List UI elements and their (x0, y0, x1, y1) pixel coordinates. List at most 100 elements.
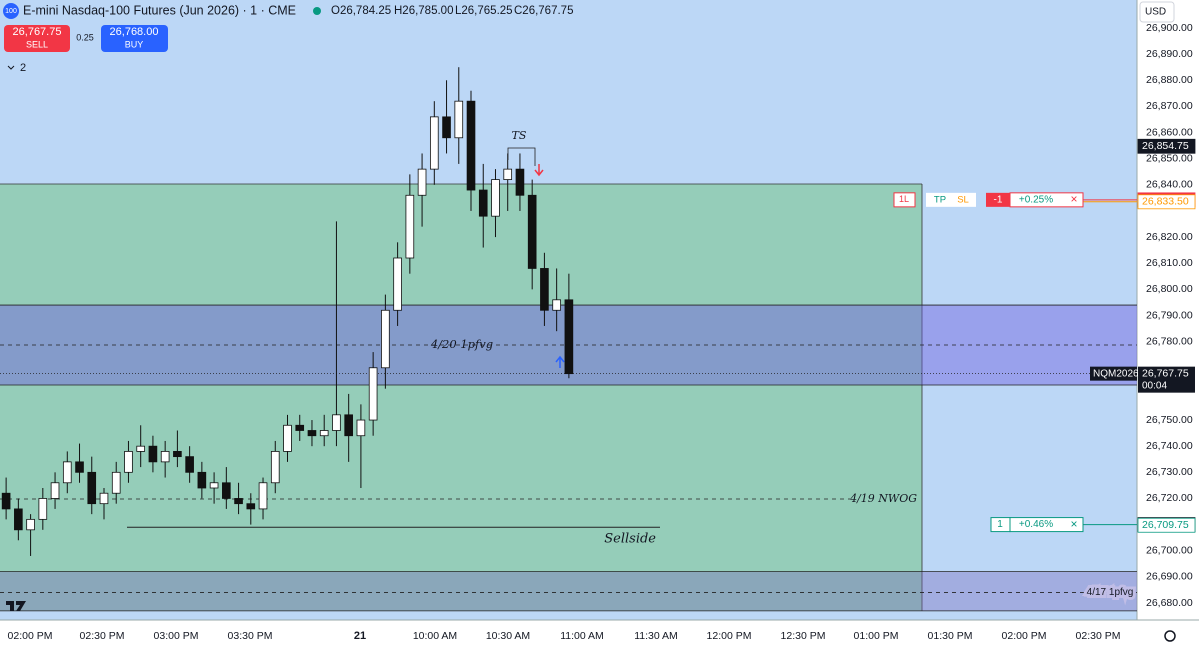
candle-body (246, 503, 256, 510)
candle-body (62, 461, 72, 484)
countdown: 00:04 (1142, 380, 1167, 391)
y-tick-label: 26,780.00 (1146, 335, 1193, 347)
price-label: 26,709.75 (1142, 519, 1189, 531)
candle-body (234, 498, 243, 505)
y-tick-label: 26,900.00 (1146, 22, 1193, 34)
x-tick-label: 02:00 PM (8, 630, 53, 642)
order-tag[interactable] (893, 192, 916, 208)
currency: USD (1145, 7, 1166, 18)
y-tick-label: 26,690.00 (1146, 571, 1193, 583)
buy-price: 26,768.00 (110, 26, 159, 38)
tp-sl-box[interactable] (926, 192, 976, 207)
sell-price: 26,767.75 (13, 26, 62, 38)
collapse-icon[interactable] (7, 65, 15, 70)
order-pnl-box[interactable] (1009, 517, 1084, 533)
order-tag-text: 1L (899, 194, 909, 204)
y-tick-label: 26,840.00 (1146, 179, 1193, 191)
price-label: 26,854.75 (1142, 140, 1189, 152)
candle-body (222, 482, 231, 499)
ohlc-high: H26,785.00 (394, 5, 453, 17)
candle-body (515, 168, 525, 196)
x-tick-label: 12:30 PM (781, 630, 826, 642)
candle-body (344, 414, 353, 437)
candle-body (417, 168, 427, 196)
price-label-box (1137, 194, 1196, 210)
spread: 0.25 (76, 32, 94, 42)
x-tick-label: 11:30 AM (634, 630, 678, 642)
price-label: 26,833.50 (1142, 196, 1189, 208)
indicator-count[interactable]: 2 (20, 62, 26, 74)
buy-button[interactable] (101, 25, 168, 52)
order-qty: -1 (994, 194, 1003, 205)
sell-label: SELL (26, 39, 48, 49)
y-tick-label: 26,860.00 (1146, 126, 1193, 138)
candle-body (442, 116, 451, 139)
last-price: 26,767.75 (1142, 367, 1189, 379)
sell-button[interactable] (4, 25, 70, 52)
candle-body (381, 309, 390, 369)
currency-button[interactable] (1139, 1, 1175, 23)
x-tick-label: 01:30 PM (928, 630, 973, 642)
candle-body (527, 194, 537, 269)
x-tick-label: 02:00 PM (1002, 630, 1047, 642)
zone-label: 4/20 1pfvg (430, 337, 493, 351)
order-pnl: +0.25% (1019, 194, 1053, 205)
ohlc-low: L26,765.25 (455, 5, 513, 17)
candle-body (552, 299, 561, 311)
fvg-zone (0, 571, 1137, 611)
y-tick-label: 26,880.00 (1146, 74, 1193, 86)
candle-body (405, 194, 415, 259)
candle-body (564, 299, 574, 375)
candle-body (148, 445, 158, 463)
ts-label: TS (512, 129, 527, 142)
candle-body (38, 498, 48, 520)
candle-body (209, 482, 219, 489)
candle-body (454, 100, 464, 139)
sell-arrow (534, 164, 544, 177)
candle-body (478, 189, 488, 217)
x-tick-label: 21 (354, 630, 366, 642)
x-tick-label: 02:30 PM (1076, 630, 1121, 642)
symbol-icon[interactable] (3, 3, 19, 19)
candle-body (393, 257, 402, 311)
symbol-icon-text: 100 (5, 8, 17, 15)
y-tick-label: 26,720.00 (1146, 492, 1193, 504)
y-tick-label: 26,790.00 (1146, 309, 1193, 321)
ohlc-close: C26,767.75 (514, 5, 573, 17)
order-close[interactable]: × (1070, 517, 1077, 531)
order-pnl-box[interactable] (1009, 192, 1084, 208)
symbol-title[interactable]: E-mini Nasdaq-100 Futures (Jun 2026) · 1… (23, 3, 296, 17)
candle-body (332, 414, 341, 431)
order-qty-box[interactable] (986, 192, 1010, 207)
settings-icon[interactable] (1164, 630, 1176, 642)
tv-logo[interactable] (6, 601, 26, 611)
candle-body (368, 367, 378, 421)
order-close[interactable]: × (1070, 192, 1077, 206)
candle-body (87, 471, 97, 505)
candle-body (50, 482, 60, 499)
sl-button[interactable]: SL (957, 194, 969, 205)
y-tick-label: 26,820.00 (1146, 231, 1193, 243)
candle-body (14, 508, 23, 531)
y-tick-label: 26,870.00 (1146, 100, 1193, 112)
candle-body (111, 471, 121, 494)
y-tick-label: 26,680.00 (1146, 597, 1193, 609)
y-tick-label: 26,750.00 (1146, 414, 1193, 426)
candle-body (173, 451, 182, 458)
time-axis (0, 620, 1199, 650)
candle-body (307, 430, 317, 437)
price-label-box (1137, 517, 1196, 533)
buy-label: BUY (125, 39, 144, 49)
tp-button[interactable]: TP (934, 194, 946, 205)
order-pnl: +0.46% (1019, 519, 1053, 530)
y-tick-label: 26,810.00 (1146, 257, 1193, 269)
order-qty: 1 (997, 519, 1003, 530)
x-tick-label: 10:00 AM (413, 630, 457, 642)
candle-body (258, 482, 268, 510)
candle-body (491, 179, 500, 217)
x-tick-label: 11:00 AM (560, 630, 604, 642)
candle-body (356, 419, 366, 437)
y-tick-label: 26,850.00 (1146, 152, 1193, 164)
candle-body (319, 430, 329, 437)
